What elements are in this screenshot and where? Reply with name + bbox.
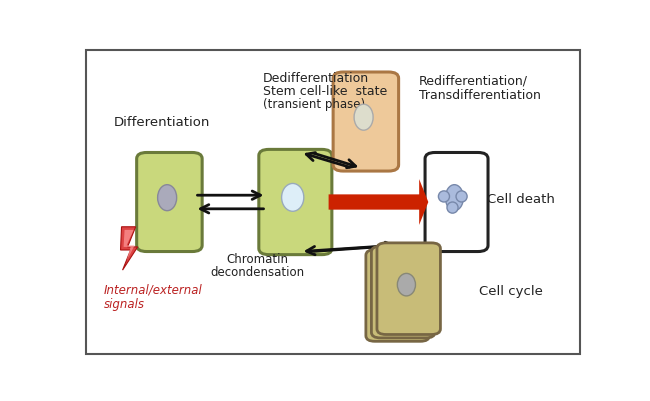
FancyBboxPatch shape	[136, 153, 202, 252]
Ellipse shape	[438, 191, 450, 203]
FancyBboxPatch shape	[377, 243, 441, 335]
Polygon shape	[120, 227, 138, 270]
Text: Cell death: Cell death	[487, 193, 554, 206]
FancyBboxPatch shape	[371, 247, 435, 338]
Text: decondensation: decondensation	[211, 265, 305, 278]
Ellipse shape	[157, 185, 177, 211]
FancyBboxPatch shape	[425, 153, 488, 252]
Ellipse shape	[281, 184, 304, 212]
Text: Stem cell-like  state: Stem cell-like state	[263, 85, 387, 98]
Ellipse shape	[445, 185, 463, 211]
FancyBboxPatch shape	[333, 73, 398, 172]
Ellipse shape	[447, 203, 458, 214]
Text: Cell cycle: Cell cycle	[479, 284, 543, 297]
Ellipse shape	[354, 105, 373, 131]
FancyBboxPatch shape	[366, 250, 430, 342]
Text: Chromatin: Chromatin	[227, 253, 289, 266]
Text: Dedifferentiation: Dedifferentiation	[263, 72, 369, 85]
FancyBboxPatch shape	[259, 150, 332, 255]
Text: Internal/external
signals: Internal/external signals	[104, 283, 203, 311]
Ellipse shape	[456, 191, 467, 203]
Text: Redifferentiation/
Transdifferentiation: Redifferentiation/ Transdifferentiation	[419, 74, 541, 102]
Text: Differentiation: Differentiation	[114, 115, 211, 128]
Text: (transient phase): (transient phase)	[263, 97, 365, 111]
Polygon shape	[124, 230, 135, 261]
Ellipse shape	[397, 274, 415, 296]
